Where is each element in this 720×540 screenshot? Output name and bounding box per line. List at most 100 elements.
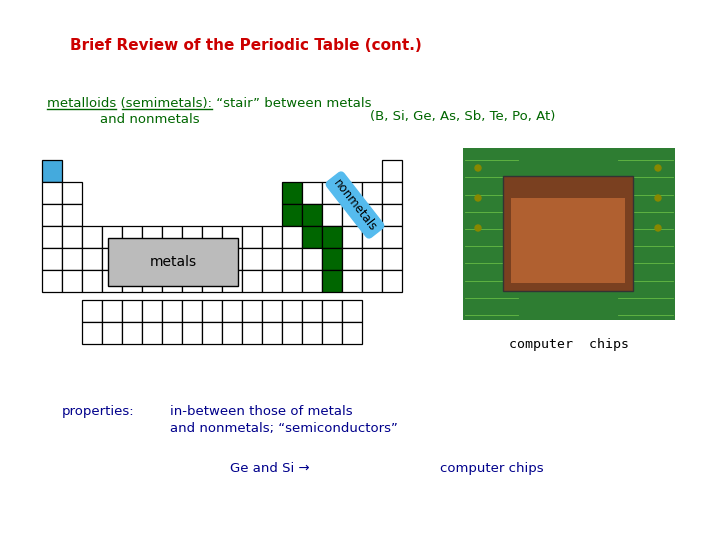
Bar — [342, 300, 362, 322]
Bar — [362, 182, 382, 204]
Text: and nonmetals; “semiconductors”: and nonmetals; “semiconductors” — [170, 422, 398, 435]
Circle shape — [475, 225, 481, 231]
Circle shape — [475, 165, 481, 171]
Bar — [62, 182, 82, 204]
Bar — [42, 270, 62, 292]
Bar — [242, 270, 262, 292]
Text: (B, Si, Ge, As, Sb, Te, Po, At): (B, Si, Ge, As, Sb, Te, Po, At) — [370, 110, 555, 123]
Text: metalloids (semimetals): “stair” between metals: metalloids (semimetals): “stair” between… — [47, 97, 372, 110]
Text: Ge and Si →: Ge and Si → — [230, 462, 310, 475]
Bar — [282, 182, 302, 204]
Bar — [142, 322, 162, 344]
Text: metals: metals — [150, 255, 197, 269]
Bar — [182, 248, 202, 270]
Bar — [202, 226, 222, 248]
Bar — [222, 248, 242, 270]
Bar — [62, 248, 82, 270]
Bar — [62, 204, 82, 226]
Bar — [302, 322, 322, 344]
Bar — [463, 148, 675, 320]
Bar — [222, 322, 242, 344]
Bar — [182, 226, 202, 248]
Bar — [82, 300, 102, 322]
Bar — [342, 182, 362, 204]
Text: properties:: properties: — [62, 405, 135, 418]
Bar — [142, 300, 162, 322]
Text: Brief Review of the Periodic Table (cont.): Brief Review of the Periodic Table (cont… — [70, 38, 422, 53]
Bar — [182, 300, 202, 322]
Bar — [342, 204, 362, 226]
Bar — [42, 204, 62, 226]
Bar — [382, 248, 402, 270]
Bar — [322, 226, 342, 248]
Bar — [222, 300, 242, 322]
Bar — [122, 226, 142, 248]
Bar — [182, 270, 202, 292]
Bar — [503, 176, 633, 291]
Bar — [242, 300, 262, 322]
Bar — [282, 270, 302, 292]
Bar — [122, 270, 142, 292]
Text: in-between those of metals: in-between those of metals — [170, 405, 353, 418]
Bar — [162, 248, 182, 270]
Bar — [282, 226, 302, 248]
Text: computer chips: computer chips — [440, 462, 544, 475]
Bar — [102, 226, 122, 248]
Bar — [102, 248, 122, 270]
Bar — [162, 322, 182, 344]
Bar — [322, 270, 342, 292]
Bar — [242, 248, 262, 270]
Bar — [362, 270, 382, 292]
Bar — [262, 226, 282, 248]
Bar — [362, 204, 382, 226]
Bar — [82, 226, 102, 248]
Bar — [262, 322, 282, 344]
Bar — [262, 248, 282, 270]
Bar — [122, 300, 142, 322]
Bar — [42, 160, 62, 182]
Bar — [282, 204, 302, 226]
Text: nonmetals: nonmetals — [330, 177, 379, 234]
Bar — [322, 248, 342, 270]
Bar — [302, 248, 322, 270]
Bar — [102, 270, 122, 292]
Bar — [322, 204, 342, 226]
Bar — [242, 322, 262, 344]
Bar — [362, 226, 382, 248]
Bar — [42, 226, 62, 248]
Bar — [108, 238, 238, 286]
Bar — [382, 160, 402, 182]
Bar — [242, 226, 262, 248]
Bar — [202, 300, 222, 322]
Bar — [42, 248, 62, 270]
Bar — [82, 248, 102, 270]
Bar — [182, 322, 202, 344]
Bar — [62, 270, 82, 292]
Bar — [262, 270, 282, 292]
Bar — [342, 270, 362, 292]
Bar — [162, 226, 182, 248]
Bar — [342, 248, 362, 270]
Bar — [382, 226, 402, 248]
Bar — [342, 226, 362, 248]
Bar — [122, 322, 142, 344]
Bar — [122, 248, 142, 270]
Text: and nonmetals: and nonmetals — [100, 113, 199, 126]
Bar — [342, 322, 362, 344]
Bar — [282, 322, 302, 344]
Bar — [322, 300, 342, 322]
Bar — [302, 204, 322, 226]
Bar — [102, 300, 122, 322]
Bar — [42, 182, 62, 204]
Bar — [511, 198, 625, 283]
Bar — [302, 226, 322, 248]
Bar — [62, 226, 82, 248]
Text: computer  chips: computer chips — [509, 338, 629, 351]
Bar — [82, 322, 102, 344]
Bar — [302, 270, 322, 292]
Bar — [82, 270, 102, 292]
Bar — [142, 248, 162, 270]
Bar — [102, 322, 122, 344]
Circle shape — [655, 165, 661, 171]
Circle shape — [655, 225, 661, 231]
